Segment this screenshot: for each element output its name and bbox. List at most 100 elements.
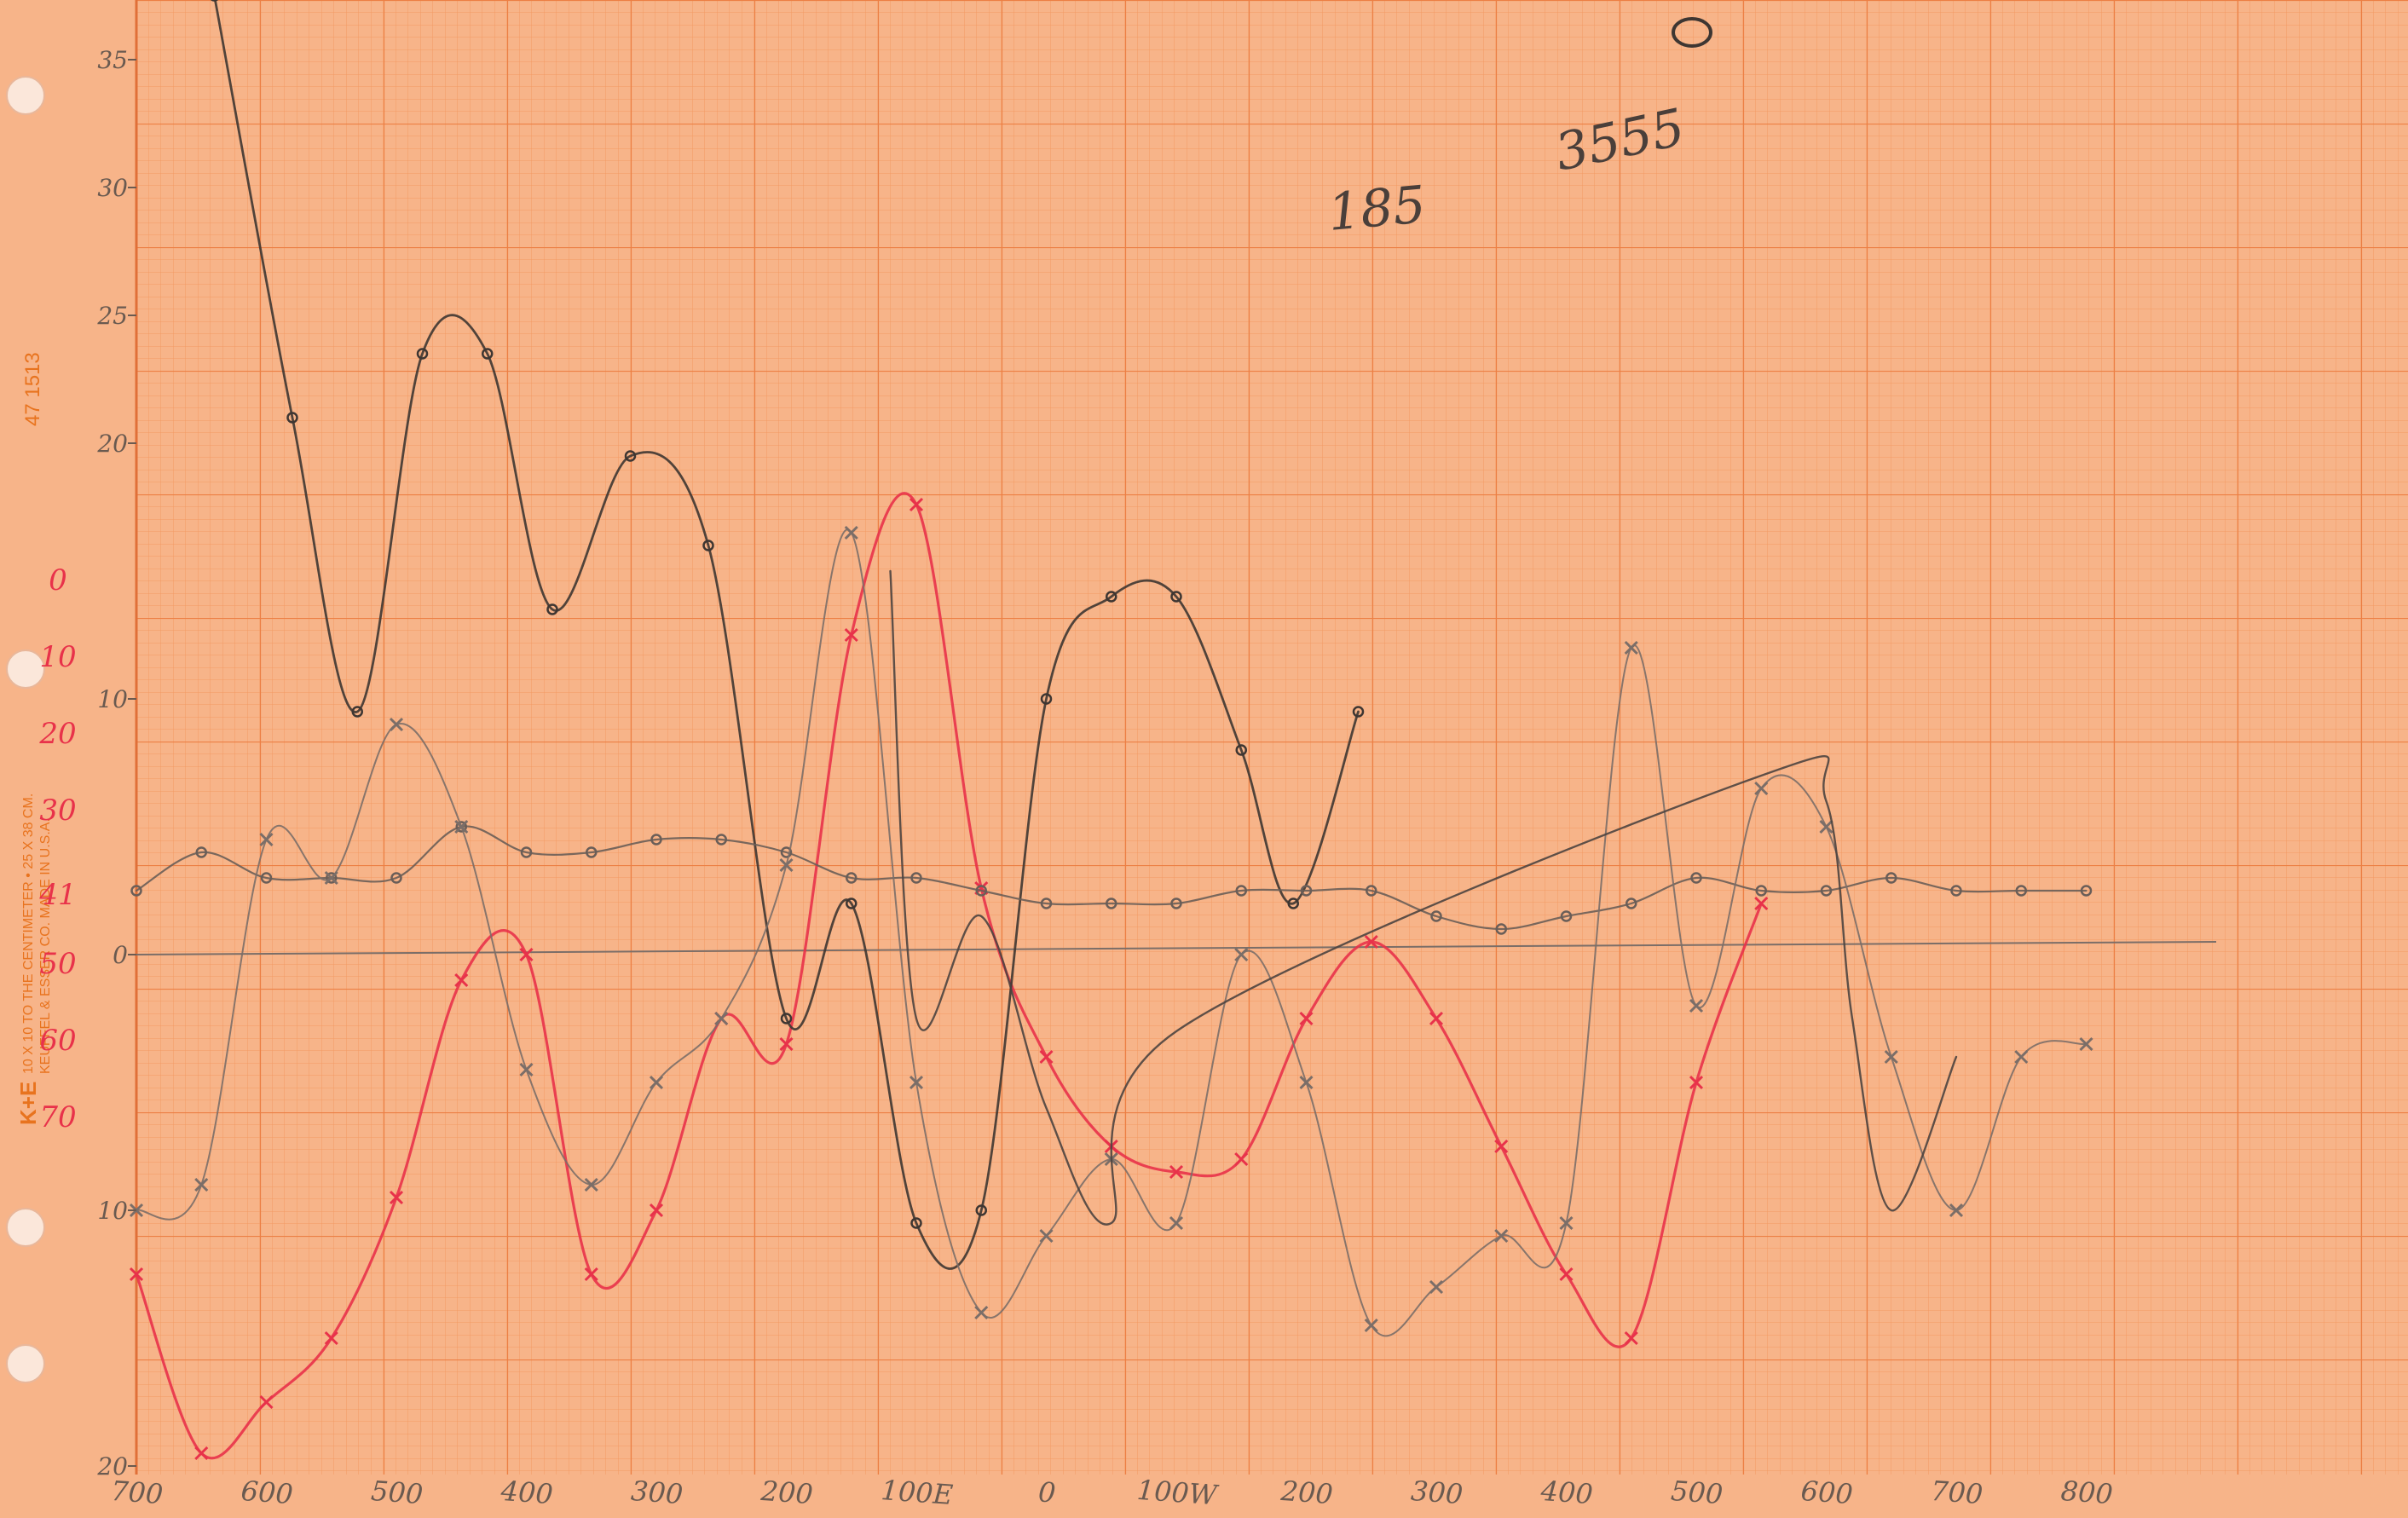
data-point <box>1234 1151 1249 1167</box>
data-point <box>780 846 793 858</box>
data-point <box>1624 640 1638 655</box>
data-point <box>779 1036 794 1052</box>
data-point <box>194 1446 209 1461</box>
data-point <box>351 706 363 718</box>
data-point <box>779 857 794 873</box>
data-point <box>1495 923 1507 935</box>
data-point <box>130 885 142 897</box>
data-point <box>624 450 637 462</box>
data-point <box>909 1075 924 1090</box>
data-point <box>1106 898 1117 909</box>
data-point <box>1170 591 1182 603</box>
data-point <box>714 1011 729 1026</box>
data-point <box>1287 898 1299 909</box>
brand-text-1: 10 X 10 TO THE CENTIMETER • 25 X 38 CM. <box>21 794 36 1074</box>
data-point <box>1885 872 1897 884</box>
data-point <box>1235 744 1247 756</box>
data-point <box>1819 819 1833 834</box>
data-point <box>1949 1203 1964 1218</box>
data-point <box>1366 885 1377 897</box>
data-point <box>2014 1049 2029 1065</box>
y-tick-label-red: 0 <box>49 563 67 597</box>
data-point <box>519 1062 534 1077</box>
binder-holes <box>6 76 45 1383</box>
data-point <box>546 603 558 615</box>
series-1 <box>210 0 1365 1270</box>
data-point <box>454 819 469 834</box>
data-point <box>1429 1011 1444 1026</box>
series-line-2 <box>135 825 2088 931</box>
data-point <box>1950 885 1962 897</box>
y-tick-label-black: 20 <box>96 1452 128 1480</box>
brand-logo: K+E <box>15 1082 41 1125</box>
data-point <box>260 872 273 884</box>
x-tick-label: 100E <box>880 1474 954 1511</box>
data-point <box>482 348 494 360</box>
y-tick-label-red: 50 <box>39 947 76 981</box>
brand-text-2: KEUFFEL & ESSER CO. MADE IN U.S.A. <box>38 818 53 1074</box>
x-tick-label: 200 <box>759 1475 814 1510</box>
data-point <box>586 846 598 858</box>
y-tick-label-black: 30 <box>97 174 128 202</box>
data-point <box>324 870 338 886</box>
x-tick-label: 200 <box>1279 1475 1334 1510</box>
x-tick-label: 600 <box>1799 1475 1854 1510</box>
catalog-number: 47 1513 <box>21 352 44 426</box>
data-point <box>389 1190 404 1205</box>
y-tick-label-red: 20 <box>38 717 76 751</box>
data-point <box>2079 1036 2093 1052</box>
y-tick-label-red: 30 <box>39 794 76 828</box>
data-point <box>2015 885 2027 897</box>
data-point <box>649 1203 664 1218</box>
data-point <box>1494 1139 1509 1154</box>
data-point <box>1754 896 1769 911</box>
data-point <box>910 1217 922 1229</box>
data-point <box>1169 1164 1184 1180</box>
x-tick-label: 600 <box>240 1475 294 1510</box>
series-line-1 <box>213 0 1360 1270</box>
x-tick-label: 300 <box>1410 1475 1464 1510</box>
data-point <box>259 832 274 847</box>
x-tick-label: 400 <box>1539 1475 1594 1510</box>
data-point <box>780 1013 793 1025</box>
y-tick-label-red: 10 <box>39 640 76 674</box>
data-point <box>195 846 207 858</box>
data-point <box>1626 898 1637 909</box>
y-axis-ticks-black: 35 30 25 20 10 0 10 20 <box>96 46 136 1480</box>
data-point <box>1040 693 1053 705</box>
x-axis-ticks: 700 600 500 400 300 200 100E 0 100W 200 300 400 500 6… <box>110 1474 2114 1512</box>
data-point <box>846 872 858 884</box>
x-tick-label: 500 <box>1670 1475 1724 1510</box>
data-point <box>1352 706 1365 718</box>
data-point <box>129 1267 144 1282</box>
data-point <box>454 973 469 988</box>
brand-imprint: K+E 10 X 10 TO THE CENTIMETER • 25 X 38 … <box>15 794 53 1125</box>
x-tick-label: 100W <box>1136 1474 1221 1512</box>
data-point <box>1039 1049 1054 1065</box>
y-tick-label-black: 35 <box>97 46 128 74</box>
x-tick-label: 500 <box>370 1475 424 1510</box>
data-point <box>584 1267 598 1282</box>
zero-baseline <box>136 941 2217 955</box>
series-4 <box>889 569 1958 1226</box>
x-tick-label: 700 <box>110 1475 165 1510</box>
data-point <box>1494 1228 1509 1244</box>
data-point <box>1169 1215 1184 1231</box>
data-point <box>975 1204 987 1216</box>
y-tick-label-black: 10 <box>97 685 128 713</box>
annotation-185: 185 <box>1325 175 1428 243</box>
data-point <box>1624 1330 1638 1346</box>
data-point <box>390 872 402 884</box>
data-point <box>844 525 858 540</box>
data-point <box>1234 947 1249 962</box>
data-point <box>974 1305 989 1320</box>
series-line-0 <box>135 492 1763 1460</box>
data-point <box>909 497 924 512</box>
y-tick-label-black: 25 <box>96 302 128 330</box>
series-line-4 <box>889 569 1958 1226</box>
y-tick-label-black: 0 <box>113 941 128 969</box>
data-point <box>1106 591 1117 603</box>
data-point <box>1429 1279 1444 1295</box>
data-point <box>1689 1075 1704 1090</box>
